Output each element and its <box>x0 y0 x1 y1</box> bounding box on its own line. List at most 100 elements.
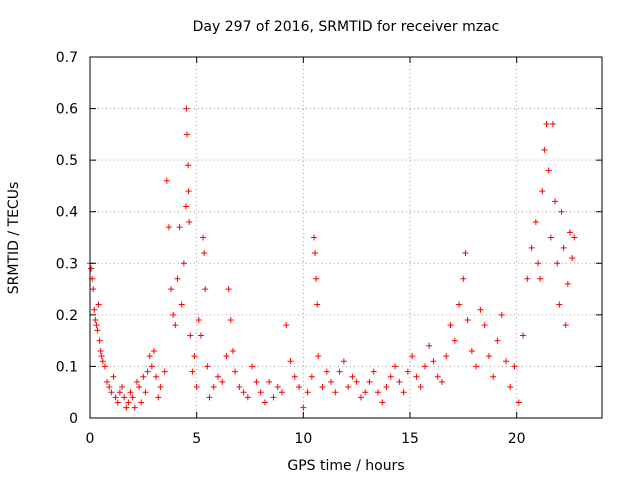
data-point <box>477 306 484 313</box>
data-point <box>266 378 273 385</box>
y-tick-label: 0.3 <box>56 256 78 272</box>
data-point <box>206 394 213 401</box>
data-point <box>308 373 315 380</box>
data-point <box>123 404 130 411</box>
data-point <box>131 404 138 411</box>
data-point <box>443 353 450 360</box>
data-point <box>178 301 185 308</box>
data-point <box>96 337 103 344</box>
data-point <box>91 306 98 313</box>
data-point <box>119 384 125 391</box>
data-point <box>535 260 541 267</box>
data-point <box>409 353 416 360</box>
data-point <box>236 384 243 391</box>
data-point <box>383 384 390 391</box>
data-point <box>379 399 386 406</box>
data-point <box>108 389 115 396</box>
data-point <box>153 373 160 380</box>
data-point <box>133 378 140 385</box>
y-tick-label: 0 <box>69 411 78 427</box>
data-point <box>417 384 424 391</box>
data-point <box>314 301 321 308</box>
y-tick-label: 0.4 <box>56 205 78 221</box>
data-point <box>547 234 554 241</box>
data-point <box>447 322 454 329</box>
data-point <box>144 368 151 375</box>
data-point <box>186 219 193 226</box>
data-point <box>176 224 183 231</box>
data-point <box>473 363 480 370</box>
data-point <box>345 384 352 391</box>
data-point <box>274 384 281 391</box>
data-point <box>129 394 136 401</box>
data-point <box>170 311 177 318</box>
data-point <box>189 368 196 375</box>
data-point <box>353 378 360 385</box>
data-point <box>136 384 143 391</box>
data-point <box>257 389 264 396</box>
data-point <box>112 394 119 401</box>
data-point <box>451 337 458 344</box>
data-point <box>146 353 153 360</box>
data-point <box>101 363 108 370</box>
y-tick-label: 0.7 <box>56 50 78 66</box>
data-point <box>336 368 343 375</box>
data-point <box>515 399 522 406</box>
data-point <box>183 203 189 210</box>
data-point <box>244 394 251 401</box>
data-point <box>110 373 117 380</box>
data-point <box>524 275 531 282</box>
data-point <box>270 394 277 401</box>
data-point <box>503 358 509 365</box>
data-point <box>94 327 101 334</box>
data-point <box>494 337 501 344</box>
y-axis-title: SRMTID / TECUs <box>6 182 22 295</box>
data-point <box>313 275 320 282</box>
data-point <box>172 322 179 329</box>
data-point <box>387 373 394 380</box>
data-point <box>349 373 356 380</box>
y-tick-label: 0.6 <box>56 102 78 118</box>
data-points <box>87 105 578 411</box>
data-point <box>507 384 514 391</box>
data-point <box>155 394 162 401</box>
data-point <box>106 384 113 391</box>
data-point <box>456 301 463 308</box>
data-point <box>366 378 373 385</box>
data-point <box>375 389 381 396</box>
data-point <box>312 249 319 256</box>
data-point <box>404 368 411 375</box>
data-point <box>227 317 234 324</box>
x-tick-label: 20 <box>508 431 526 447</box>
data-point <box>532 219 539 226</box>
data-point <box>185 188 192 195</box>
data-point <box>567 229 573 236</box>
data-point <box>279 389 285 396</box>
data-point <box>569 255 576 262</box>
data-point <box>240 389 247 396</box>
data-point <box>430 358 437 365</box>
data-point <box>148 363 155 370</box>
data-point <box>311 234 317 241</box>
data-point <box>400 389 407 396</box>
data-point <box>95 301 102 308</box>
data-point <box>511 363 518 370</box>
data-point <box>225 286 232 293</box>
data-point <box>558 208 565 215</box>
data-point <box>127 389 134 396</box>
data-point <box>195 317 202 324</box>
data-point <box>549 121 556 128</box>
data-point <box>421 363 428 370</box>
data-point <box>215 373 221 380</box>
data-point <box>537 275 544 282</box>
data-point <box>319 384 326 391</box>
data-point <box>98 353 105 360</box>
data-point <box>125 399 132 406</box>
x-tick-label: 0 <box>86 431 95 447</box>
x-axis-title: GPS time / hours <box>287 458 404 474</box>
y-tick-label: 0.5 <box>56 153 78 169</box>
grid-lines <box>90 57 602 418</box>
data-point <box>392 363 399 370</box>
data-point <box>485 353 492 360</box>
data-point <box>138 399 145 406</box>
